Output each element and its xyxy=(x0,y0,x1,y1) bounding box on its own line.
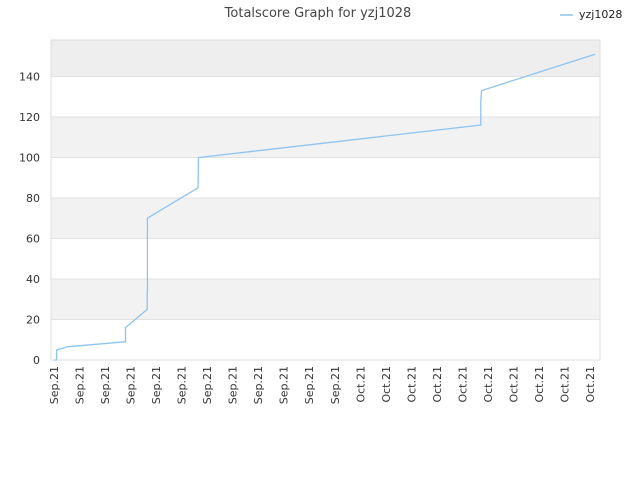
y-tick-label: 80 xyxy=(26,192,40,205)
x-tick-label: Oct.21 xyxy=(354,366,367,403)
x-tick-label: Sep.21 xyxy=(99,366,112,404)
x-tick-label: Sep.21 xyxy=(278,366,291,404)
legend-label: yzj1028 xyxy=(579,8,622,21)
y-tick-label: 20 xyxy=(26,313,40,326)
x-tick-label: Sep.21 xyxy=(252,366,265,404)
y-tick-label: 140 xyxy=(19,70,40,83)
series-lines xyxy=(54,53,596,361)
grid-band xyxy=(51,278,600,320)
x-tick-label: Oct.21 xyxy=(456,366,469,403)
grid-band xyxy=(51,40,600,77)
x-tick-label: Sep.21 xyxy=(176,366,189,404)
plot-area xyxy=(50,39,601,361)
plot-border xyxy=(50,39,601,361)
y-tick-label: 100 xyxy=(19,151,40,164)
grid-band xyxy=(51,197,600,239)
x-tick-label: Sep.21 xyxy=(125,366,138,404)
x-axis: Sep.21 Sep.21 Sep.21 Sep.21 Sep.21 Sep.21 Sep.… xyxy=(48,366,597,404)
x-tick-label: Oct.21 xyxy=(507,366,520,403)
chart-title: Totalscore Graph for yzj1028 xyxy=(224,6,412,21)
x-tick-label: Sep.21 xyxy=(150,366,163,404)
grid-band xyxy=(51,116,600,158)
x-tick-label: Sep.21 xyxy=(227,366,240,404)
y-axis: 0 20 40 60 80 100 120 140 xyxy=(19,70,40,367)
y-tick-label: 120 xyxy=(19,111,40,124)
x-tick-label: Sep.21 xyxy=(74,366,87,404)
legend: yzj1028 xyxy=(560,8,622,21)
y-tick-label: 60 xyxy=(26,232,40,245)
x-tick-label: Sep.21 xyxy=(303,366,316,404)
x-tick-label: Oct.21 xyxy=(482,366,495,403)
x-tick-label: Sep.21 xyxy=(329,366,342,404)
y-tick-label: 0 xyxy=(33,354,40,367)
x-tick-label: Oct.21 xyxy=(380,366,393,403)
grid-bands xyxy=(51,40,600,320)
y-tick-label: 40 xyxy=(26,273,40,286)
x-tick-label: Oct.21 xyxy=(431,366,444,403)
x-tick-label: Sep.21 xyxy=(201,366,214,404)
x-tick-label: Sep.21 xyxy=(48,366,61,404)
x-tick-label: Oct.21 xyxy=(584,366,597,403)
x-tick-label: Oct.21 xyxy=(533,366,546,403)
series-line xyxy=(54,53,596,361)
x-tick-label: Oct.21 xyxy=(405,366,418,403)
x-tick-label: Oct.21 xyxy=(558,366,571,403)
